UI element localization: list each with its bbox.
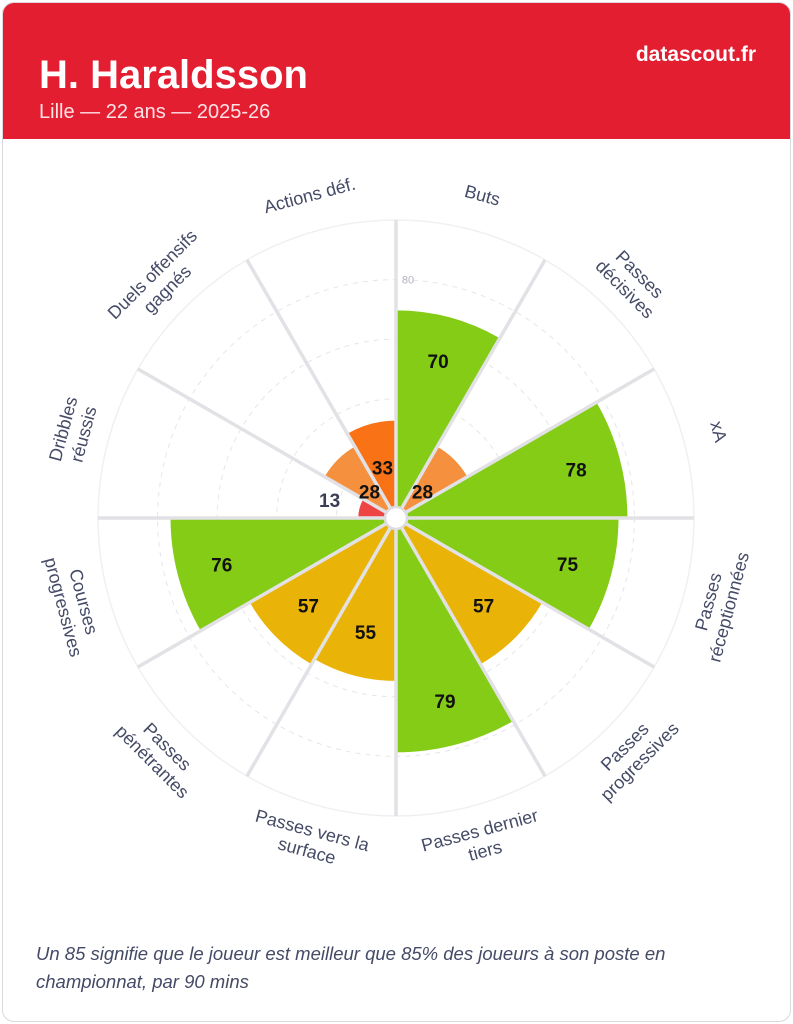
- divider-line: [245, 517, 398, 777]
- divider-line: [245, 259, 398, 519]
- footnote: Un 85 signifie que le joueur est meilleu…: [36, 943, 666, 992]
- value-label-8: 76: [211, 556, 232, 577]
- divider-line: [395, 516, 655, 669]
- chart-value-labels: 70 28 78 75 57 79 55 57 76 13 28 33: [211, 352, 587, 713]
- value-label-6: 55: [355, 623, 377, 644]
- divider-line: [137, 367, 397, 520]
- header-banner: H. Haraldsson Lille — 22 ans — 2025-26 d…: [3, 3, 790, 139]
- chart-slices: [168, 308, 630, 755]
- category-label-line: xA: [706, 419, 731, 444]
- value-label-1: 28: [412, 483, 433, 504]
- slice-3: [392, 517, 621, 632]
- brand-logo-text: datascout.fr: [635, 43, 756, 66]
- category-label-0: Buts: [462, 181, 502, 210]
- category-label-line: Actions déf.: [262, 174, 358, 218]
- chart-dividers: [98, 220, 694, 816]
- slice-0: [395, 308, 502, 522]
- tick-label-80: 80: [402, 275, 414, 287]
- value-label-7: 57: [298, 597, 319, 618]
- player-name: H. Haraldsson: [39, 53, 308, 97]
- value-label-10: 28: [359, 483, 380, 504]
- category-label-line: Buts: [462, 181, 502, 210]
- value-label-3: 75: [557, 555, 579, 576]
- divider-line: [394, 259, 547, 519]
- value-label-0: 70: [428, 352, 449, 373]
- center-hub: [383, 505, 409, 531]
- divider-line: [137, 516, 397, 669]
- divider-line: [394, 517, 547, 777]
- value-label-4: 57: [473, 597, 494, 618]
- slice-2: [392, 400, 630, 519]
- category-label-11: Actions déf.: [262, 174, 358, 218]
- slice-8: [168, 517, 400, 633]
- category-label-2: xA: [706, 419, 731, 444]
- value-label-2: 78: [566, 461, 587, 482]
- chart-center: [383, 505, 409, 531]
- value-label-5: 79: [434, 692, 455, 713]
- slice-5: [395, 514, 516, 755]
- value-label-9: 13: [319, 491, 340, 512]
- player-subtitle: Lille — 22 ans — 2025-26: [39, 101, 271, 123]
- value-label-11: 33: [372, 458, 393, 479]
- divider-line: [395, 367, 655, 520]
